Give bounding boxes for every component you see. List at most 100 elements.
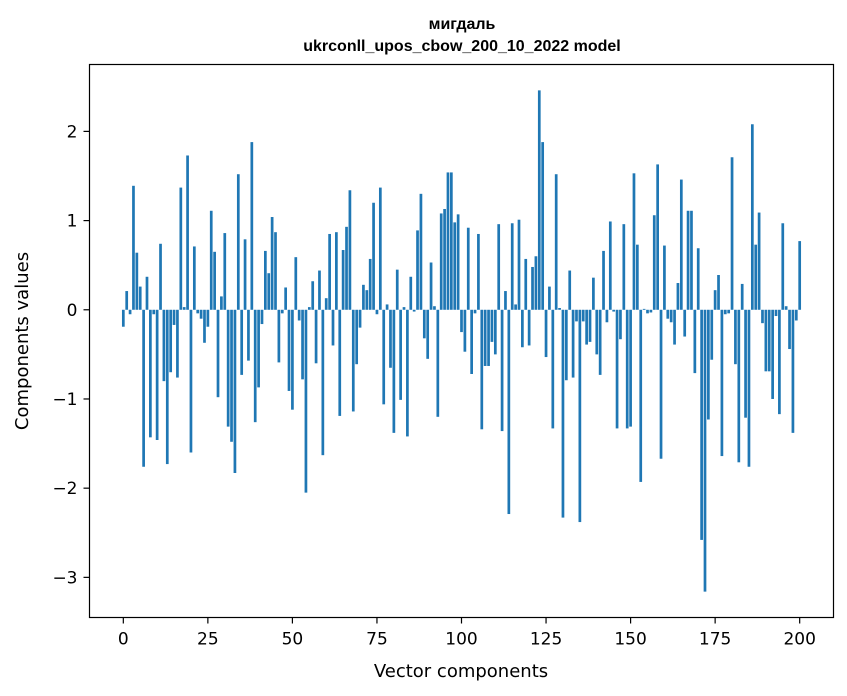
bar [318,270,321,310]
bar [639,309,643,482]
y-tick-label: −1 [52,390,77,410]
bar [575,309,578,322]
bar [679,179,683,310]
bar [683,309,687,337]
y-tick-label: 1 [67,212,78,232]
bar [723,309,727,315]
bar [247,309,250,361]
bar [236,174,240,310]
bar [240,309,244,375]
bar [331,309,335,346]
bar [314,309,318,364]
bar [571,309,575,378]
bar [625,309,629,429]
x-axis-ticks: 0 25 50 75 100 125 150 175 200 [118,617,816,650]
bar [466,227,470,310]
bar [548,286,551,310]
bar [473,309,477,314]
bar [717,275,720,310]
bar [311,281,315,310]
bar [412,309,416,312]
bar [358,309,362,328]
bar [521,309,524,348]
bar [791,309,795,433]
bar [321,309,325,456]
bar [450,172,453,310]
bar [585,309,588,345]
x-tick-label: 25 [197,630,219,650]
y-tick-label: 0 [67,301,78,321]
bar [368,258,372,310]
bar [345,226,348,310]
bar [737,309,741,463]
bar [477,233,480,310]
bar [406,309,409,437]
bar [443,208,446,310]
bar [439,213,443,310]
bar [169,309,173,373]
bar [500,309,504,432]
bar [700,309,703,540]
bar [149,309,152,438]
bar [781,223,785,310]
bar [612,309,616,312]
bar [615,309,619,429]
bar [690,210,693,310]
bar [422,309,426,339]
bar [686,210,690,310]
bar [507,309,511,515]
x-tick-label: 100 [445,630,477,650]
bar [764,309,768,372]
bar [280,309,284,314]
bar [399,309,402,400]
bar [362,284,365,310]
bar [226,309,230,427]
bar [740,283,744,310]
bar [605,309,609,323]
bar [757,212,761,310]
bar [747,309,751,467]
bar [510,223,514,310]
bar [798,241,802,310]
bar [433,306,436,310]
bar [778,309,781,415]
bar [220,296,223,310]
bar [301,309,304,380]
bar [710,309,714,360]
bar [619,309,622,340]
bar [389,309,392,368]
bar [274,232,277,310]
bar [504,291,507,310]
bar [395,269,399,310]
bar [233,309,237,473]
bar [392,309,396,433]
bar [402,307,406,310]
bar [365,290,369,310]
bar [125,291,129,310]
bar [774,309,778,317]
bar [470,309,473,374]
bar [666,309,670,319]
bar [514,304,517,310]
bar [307,307,311,310]
bar [794,309,798,321]
bar [720,309,724,457]
bar [287,309,291,391]
bar [378,187,382,310]
bar [121,309,125,327]
bar [483,309,487,366]
bar [138,286,142,310]
bar [385,304,389,310]
bar [291,309,294,410]
bar [253,309,257,423]
bar [622,224,626,310]
bar [213,251,216,310]
bar [419,193,423,310]
bar [135,252,139,310]
bar [632,173,636,310]
bar [761,309,764,324]
bar [693,309,697,374]
bar [730,157,734,310]
bar [517,219,521,310]
